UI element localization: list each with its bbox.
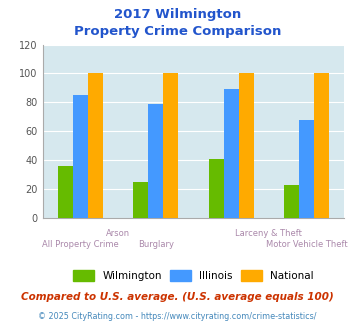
Bar [148,104,163,218]
Bar [284,184,299,218]
Text: Motor Vehicle Theft: Motor Vehicle Theft [266,240,348,249]
Bar [299,120,314,218]
Bar [163,74,178,218]
Bar [314,74,329,218]
Bar [224,89,239,218]
Text: Compared to U.S. average. (U.S. average equals 100): Compared to U.S. average. (U.S. average … [21,292,334,302]
Bar [133,182,148,218]
Legend: Wilmington, Illinois, National: Wilmington, Illinois, National [69,266,318,285]
Text: Arson: Arson [106,229,130,238]
Bar [239,74,254,218]
Bar [88,74,103,218]
Bar [208,159,224,218]
Text: Larceny & Theft: Larceny & Theft [235,229,302,238]
Text: Burglary: Burglary [138,240,174,249]
Bar [73,95,88,218]
Text: Property Crime Comparison: Property Crime Comparison [74,25,281,38]
Bar [58,166,73,218]
Text: © 2025 CityRating.com - https://www.cityrating.com/crime-statistics/: © 2025 CityRating.com - https://www.city… [38,312,317,321]
Text: All Property Crime: All Property Crime [42,240,119,249]
Text: 2017 Wilmington: 2017 Wilmington [114,8,241,21]
